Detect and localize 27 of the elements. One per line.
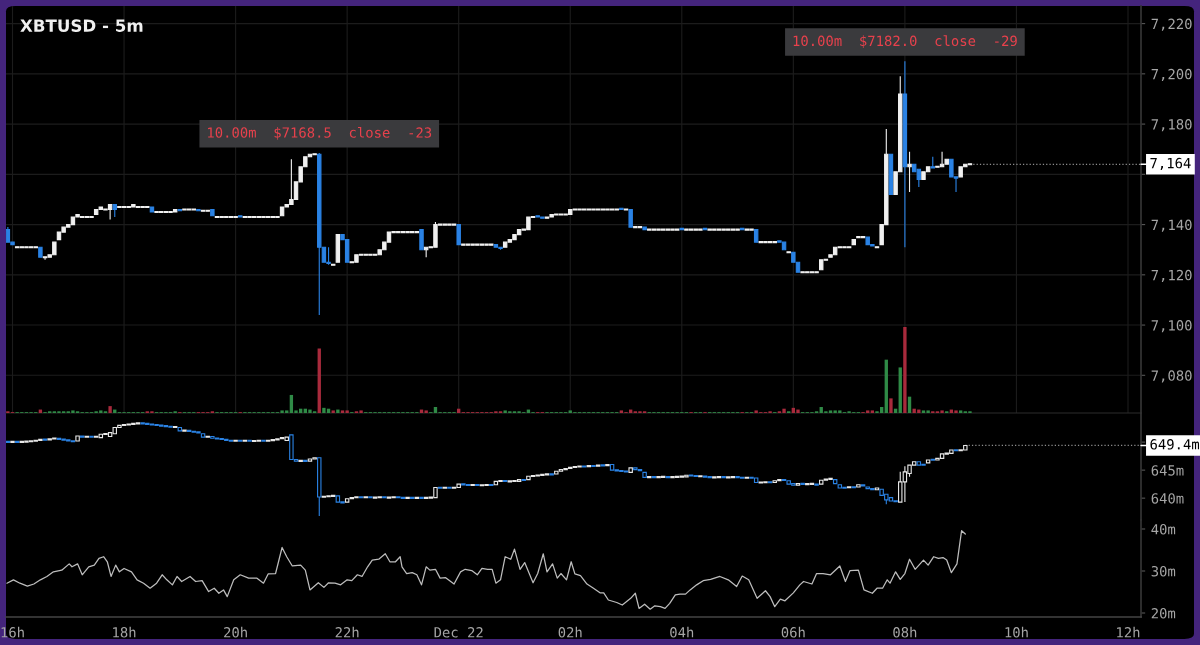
y-tick-label: 645m [1151, 465, 1184, 476]
x-tick-label: 18h [113, 626, 136, 638]
y-tick-label: 7,140 [1151, 219, 1192, 232]
annotation: 10.00m $7182.0 close -29 [793, 35, 1017, 48]
x-tick-label: 02h [558, 626, 582, 638]
x-tick-label: 22h [335, 626, 359, 638]
ref-line-label: 649.4m [1150, 439, 1200, 450]
annotation: 10.00m $7168.5 close -23 [208, 126, 432, 140]
y-tick-label: 7,180 [1151, 119, 1192, 132]
x-tick-label: Dec 22 [434, 627, 483, 638]
x-tick-label: 12h [1117, 626, 1140, 638]
y-tick-label: 7,080 [1151, 370, 1192, 383]
x-tick-label: 10h [1005, 626, 1028, 638]
x-tick-label: 20h [224, 626, 247, 638]
y-tick-label: 7,120 [1151, 269, 1192, 283]
text: XBTUSD - 5m [20, 19, 143, 32]
y-tick-label: 40m [1151, 524, 1176, 535]
y-tick-label: 7,200 [1151, 68, 1192, 82]
ref-line-label: 7,164 [1150, 157, 1191, 171]
x-tick-label: 08h [893, 626, 917, 638]
y-tick-label: 640m [1151, 493, 1184, 504]
x-tick-label: 04h [670, 626, 694, 638]
y-tick-label: 30m [1151, 566, 1176, 577]
y-tick-label: 7,100 [1151, 320, 1192, 333]
y-tick-label: 20m [1151, 608, 1176, 619]
x-tick-label: 06h [781, 626, 805, 638]
y-tick-label: 7,220 [1151, 18, 1192, 31]
